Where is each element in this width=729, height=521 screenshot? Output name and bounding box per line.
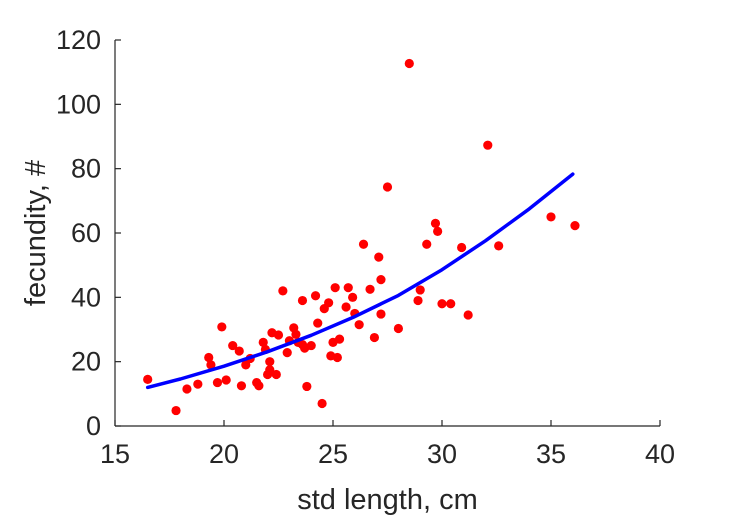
y-tick-label: 80 — [71, 154, 101, 184]
data-point — [228, 340, 238, 351]
data-point — [171, 405, 181, 416]
data-point — [291, 329, 301, 339]
x-ticks: 15 20 25 30 35 40 — [100, 420, 675, 469]
data-point — [494, 241, 504, 251]
y-tick-label: 0 — [86, 411, 101, 441]
data-point — [236, 381, 247, 391]
data-point — [206, 360, 216, 370]
data-point — [217, 322, 227, 332]
data-point — [483, 140, 493, 150]
data-point — [343, 283, 353, 293]
x-tick-label: 15 — [100, 439, 130, 469]
data-point — [382, 182, 393, 192]
y-tick-label: 20 — [71, 347, 101, 377]
x-tick-label: 35 — [536, 439, 566, 469]
data-point — [310, 291, 321, 301]
data-point — [358, 239, 369, 249]
data-point — [212, 377, 223, 388]
y-tick-label: 120 — [56, 25, 101, 55]
data-point — [348, 292, 358, 302]
data-point — [369, 332, 380, 343]
x-axis-title: std length, cm — [297, 484, 478, 516]
data-point — [376, 309, 386, 319]
data-point — [415, 285, 425, 295]
fit-curve — [145, 172, 575, 390]
x-tick-label: 30 — [427, 439, 457, 469]
data-point — [457, 242, 467, 253]
data-point — [306, 340, 316, 351]
data-point — [546, 212, 556, 222]
scatter-points — [143, 58, 580, 416]
data-point — [297, 295, 308, 306]
data-point — [570, 221, 580, 231]
data-point — [365, 284, 375, 294]
x-tick-label: 25 — [318, 439, 348, 469]
data-point — [241, 360, 251, 370]
data-point — [143, 374, 153, 384]
data-point — [334, 334, 345, 344]
data-point — [278, 286, 288, 296]
x-tick-label: 40 — [645, 439, 675, 469]
data-point — [221, 375, 231, 385]
data-point — [313, 318, 323, 328]
data-point — [330, 283, 340, 293]
y-tick-label: 40 — [71, 282, 101, 312]
data-point — [204, 352, 214, 363]
data-point — [234, 346, 244, 356]
data-point — [265, 357, 275, 367]
data-point — [393, 323, 403, 334]
data-point — [433, 226, 443, 236]
y-ticks: 0 20 40 60 80 100 120 — [56, 25, 121, 441]
data-point — [324, 298, 334, 308]
data-point — [376, 275, 386, 285]
data-point — [254, 381, 264, 391]
data-point — [341, 302, 351, 312]
data-point — [271, 369, 281, 380]
data-point — [317, 398, 327, 409]
data-point — [273, 330, 284, 340]
data-point — [332, 352, 342, 363]
data-point — [437, 299, 447, 309]
data-point — [258, 337, 268, 347]
data-point — [193, 379, 203, 389]
data-point — [463, 310, 473, 320]
data-point — [302, 381, 312, 392]
data-point — [413, 295, 423, 306]
y-tick-label: 100 — [56, 89, 101, 119]
data-point — [374, 252, 384, 262]
data-point — [354, 320, 364, 330]
data-point — [404, 58, 414, 69]
data-point — [430, 218, 441, 228]
data-point — [446, 299, 456, 309]
data-point — [422, 239, 432, 249]
data-point — [182, 384, 192, 394]
y-axis-title: fecundity, # — [20, 160, 52, 306]
axes: 15 20 25 30 35 40 0 20 40 60 80 100 120 — [56, 25, 675, 469]
data-point — [282, 348, 292, 358]
data-point — [265, 365, 275, 375]
y-tick-label: 60 — [71, 218, 101, 248]
x-tick-label: 20 — [209, 439, 239, 469]
